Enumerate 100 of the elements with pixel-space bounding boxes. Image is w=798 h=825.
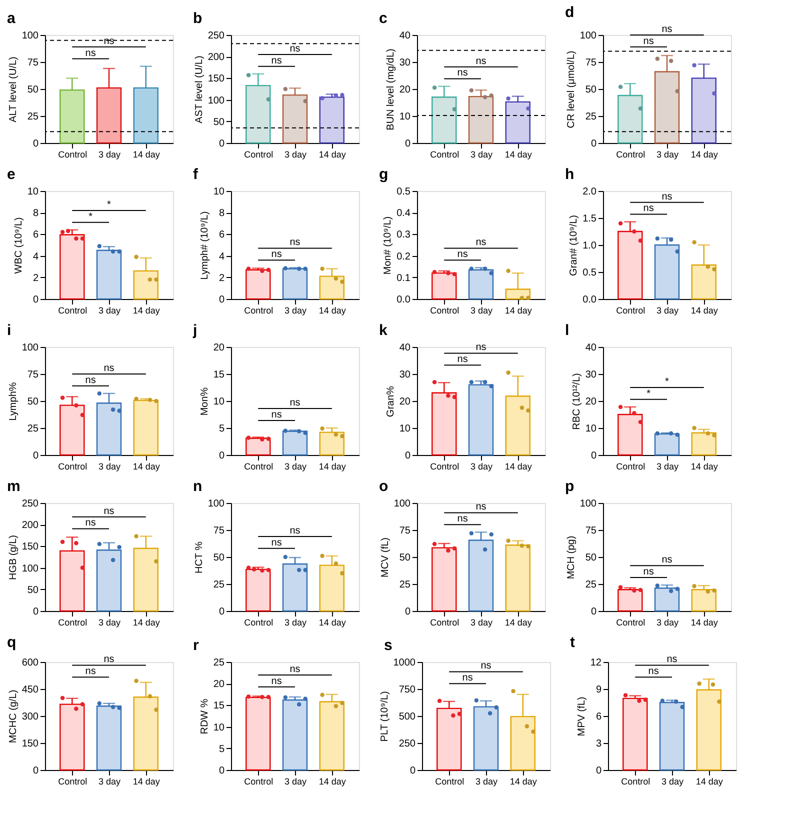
bar — [468, 384, 494, 456]
annotation: ns — [666, 654, 678, 666]
y-axis-title: HCT % — [194, 541, 205, 574]
x-tick-label: Control — [430, 306, 460, 316]
y-tick-label: 0 — [32, 450, 39, 462]
y-tick-label: 0 — [596, 766, 602, 776]
y-tick-label: 10 — [213, 186, 225, 198]
x-tick-label: 14 day — [318, 306, 346, 316]
x-tick-label: 3 day — [470, 306, 493, 316]
chart-title: g — [379, 166, 388, 183]
y-axis-title: BUN level (mg/dL) — [385, 48, 396, 130]
x-tick-label: 3 day — [98, 462, 121, 472]
y-tick-label: 100 — [580, 498, 597, 510]
y-tick-label: 100 — [208, 95, 225, 106]
y-tick-label: 0 — [218, 294, 225, 306]
chart-title: c — [379, 10, 388, 27]
x-tick-label: 14 day — [318, 776, 346, 786]
y-tick-label: 100 — [580, 30, 597, 42]
annotation: ns — [85, 666, 96, 678]
y-tick-label: 0.5 — [396, 186, 411, 198]
y-tick-label: 100 — [394, 498, 411, 510]
annotation: ns — [476, 342, 486, 354]
y-tick-label: 25 — [27, 424, 39, 434]
y-axis-title: Lymph% — [8, 382, 19, 421]
y-tick-label: 50 — [399, 552, 411, 564]
x-tick-label: Control — [244, 462, 274, 472]
y-tick-label: 10 — [213, 722, 225, 734]
y-tick-label: 20 — [213, 342, 225, 354]
y-tick-label: 30 — [585, 370, 597, 380]
bar — [96, 250, 122, 300]
x-tick-label: Control — [435, 776, 464, 786]
chart-title: j — [192, 322, 198, 339]
annotation: * — [88, 211, 93, 222]
y-tick-label: 0 — [218, 450, 225, 462]
y-tick-label: 1.0 — [582, 240, 597, 252]
bar — [246, 438, 271, 456]
y-tick-label: 10 — [27, 186, 39, 198]
x-tick-label: Control — [430, 618, 460, 628]
x-tick-label: 3 day — [475, 776, 498, 786]
y-axis-title: MCH (pg) — [566, 536, 577, 580]
x-tick-label: 3 day — [470, 150, 493, 160]
y-tick-label: 100 — [22, 563, 39, 574]
annotation: ns — [271, 676, 282, 687]
y-axis-title: Gran# (10⁹/L) — [568, 215, 580, 276]
bar — [432, 272, 457, 300]
y-tick-label: 25 — [585, 580, 597, 590]
y-axis-title: Lymph# (10⁹/L) — [199, 211, 210, 280]
y-tick-label: 6 — [218, 230, 225, 241]
y-tick-label: 2 — [32, 272, 39, 284]
x-tick-label: 3 day — [656, 306, 679, 316]
x-tick-label: 14 day — [690, 150, 718, 160]
x-tick-label: 3 day — [284, 306, 307, 316]
y-tick-label: 150 — [22, 542, 39, 553]
y-tick-label: 0 — [218, 606, 225, 618]
x-tick-label: 14 day — [690, 462, 718, 472]
y-tick-label: 25 — [27, 112, 39, 122]
chart-title: k — [379, 322, 388, 339]
y-tick-label: 0 — [404, 138, 411, 150]
y-tick-label: 4 — [32, 251, 39, 262]
y-tick-label: 75 — [213, 526, 225, 536]
bar — [468, 269, 494, 300]
x-tick-label: 14 day — [504, 150, 532, 160]
y-tick-label: 100 — [208, 498, 225, 510]
annotation: ns — [480, 660, 492, 672]
x-tick-label: 3 day — [98, 150, 121, 160]
y-tick-label: 0.5 — [582, 268, 597, 278]
annotation: ns — [290, 398, 300, 409]
annotation: * — [646, 388, 651, 400]
x-tick-label: Control — [244, 150, 274, 160]
x-tick-label: Control — [430, 462, 460, 472]
annotation: ns — [104, 36, 114, 47]
bar — [654, 433, 680, 456]
annotation: * — [107, 199, 112, 210]
annotation: ns — [85, 518, 96, 529]
y-tick-label: 15 — [213, 700, 225, 712]
annotation: ns — [271, 409, 282, 420]
x-tick-label: 3 day — [284, 776, 307, 786]
y-tick-label: 10 — [399, 424, 411, 434]
x-tick-label: Control — [58, 776, 88, 786]
x-tick-label: 3 day — [98, 618, 121, 628]
x-tick-label: 14 day — [504, 306, 532, 316]
y-axis-title: Gran% — [385, 386, 396, 418]
y-tick-label: 75 — [27, 58, 39, 68]
x-tick-label: Control — [430, 150, 460, 160]
x-tick-label: 3 day — [470, 462, 493, 472]
x-tick-label: Control — [58, 306, 88, 316]
y-tick-label: 0 — [218, 766, 225, 776]
y-tick-label: 5 — [218, 424, 225, 434]
y-tick-label: 0.4 — [396, 208, 411, 220]
y-tick-label: 0.2 — [396, 251, 411, 262]
chart-title: m — [7, 478, 20, 495]
y-tick-label: 25 — [213, 658, 225, 668]
annotation: ns — [476, 237, 486, 248]
y-tick-label: 8 — [218, 208, 225, 220]
y-tick-label: 9 — [596, 684, 602, 696]
bar — [622, 698, 648, 771]
y-tick-label: 50 — [27, 84, 39, 96]
y-tick-label: 25 — [399, 580, 411, 590]
y-tick-label: 50 — [585, 552, 597, 564]
y-tick-label: 4 — [218, 251, 225, 262]
